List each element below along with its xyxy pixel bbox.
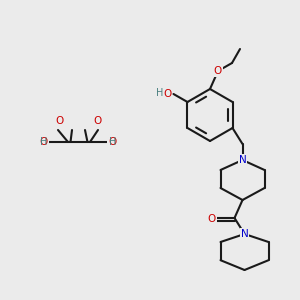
Text: O: O — [207, 214, 215, 224]
Text: O: O — [55, 116, 63, 126]
Text: O: O — [163, 89, 172, 99]
Text: N: N — [241, 229, 248, 239]
Text: N: N — [238, 155, 246, 165]
Text: O: O — [108, 137, 116, 147]
Text: O: O — [40, 137, 48, 147]
Text: H: H — [40, 137, 47, 147]
Text: O: O — [214, 66, 222, 76]
Text: O: O — [93, 116, 101, 126]
Text: H: H — [109, 137, 116, 147]
Text: H: H — [156, 88, 164, 98]
